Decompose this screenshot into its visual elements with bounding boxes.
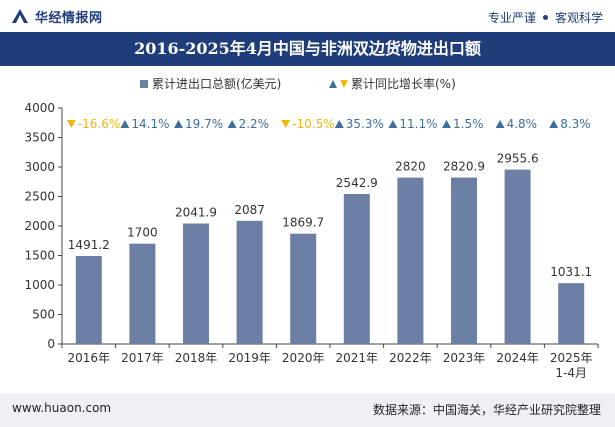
x-tick-label: 2020年 — [282, 351, 325, 365]
brand-name: 华经情报网 — [35, 11, 103, 26]
tag-separator-dot — [542, 15, 548, 20]
x-tick-label: 2016年 — [68, 351, 111, 365]
rate-label: 11.1% — [399, 117, 437, 131]
legend-down-triangle-icon — [340, 80, 348, 88]
y-tick-label: 3000 — [24, 160, 55, 174]
title-bar — [0, 32, 615, 66]
x-tick-label: 2023年 — [443, 351, 486, 365]
y-tick-label: 2500 — [24, 190, 55, 204]
footer-bar — [0, 393, 615, 427]
bar-value-label: 1491.2 — [68, 238, 110, 252]
bar-value-label: 1700 — [127, 226, 158, 240]
rate-up-triangle-icon — [388, 120, 398, 128]
y-tick-label: 2000 — [24, 219, 55, 233]
bar — [129, 243, 156, 344]
x-tick-label: 2018年 — [175, 351, 218, 365]
rate-label: -10.5% — [292, 117, 334, 131]
rate-up-triangle-icon — [120, 120, 130, 128]
y-tick-label: 1500 — [24, 249, 55, 263]
bar — [343, 193, 370, 344]
brand: 华经情报网 — [10, 7, 103, 26]
legend-label-total: 累计进出口总额(亿美元) — [152, 76, 281, 91]
footer-site: www.huaon.com — [12, 401, 112, 415]
x-tick-label: 2017年 — [121, 351, 164, 365]
huajing-logo-icon — [12, 9, 28, 23]
y-tick-label: 1000 — [24, 278, 55, 292]
bar-chart: 累计进出口总额(亿美元) 累计同比增长率(%) 0 500 1000 1500 2000 25… — [24, 76, 599, 380]
bar-value-label: 2041.9 — [175, 206, 217, 220]
rate-label: 8.3% — [560, 117, 591, 131]
x-tick-label: 2019年 — [228, 351, 271, 365]
footer-source: 数据来源：中国海关，华经产业研究院整理 — [372, 403, 601, 417]
rate-label: 35.3% — [346, 117, 384, 131]
rate-down-triangle-icon — [66, 120, 76, 128]
bar-value-label: 2542.9 — [336, 176, 378, 190]
y-tick-label: 500 — [32, 308, 55, 322]
legend-label-rate: 累计同比增长率(%) — [351, 76, 456, 91]
bar — [183, 223, 209, 344]
y-tick-label: 3500 — [24, 131, 55, 145]
rate-up-triangle-icon — [442, 120, 451, 128]
top-bar: 华经情报网 专业严谨 客观科学 — [0, 0, 615, 32]
rate-up-triangle-icon — [495, 120, 505, 128]
bar-value-label: 1869.7 — [282, 216, 324, 230]
rate-label: 4.8% — [507, 117, 537, 131]
legend-up-triangle-icon — [329, 80, 337, 88]
tag-objective: 客观科学 — [554, 11, 603, 25]
rate-label: 1.5% — [453, 117, 484, 131]
rate-label: 14.1% — [131, 117, 169, 131]
legend-swatch-total — [140, 80, 148, 88]
y-tick-label: 4000 — [24, 101, 55, 115]
header-tags: 专业严谨 客观科学 — [488, 9, 603, 26]
bar — [75, 256, 102, 344]
x-tick-label: 2021年 — [336, 351, 379, 365]
bar-value-label: 1031.1 — [550, 265, 592, 279]
bar — [504, 169, 531, 344]
rate-label: 2.2% — [239, 117, 270, 131]
bar — [397, 177, 424, 344]
rate-down-triangle-icon — [281, 120, 291, 128]
rate-label: -16.6% — [78, 117, 120, 131]
bar — [290, 233, 317, 344]
rate-up-triangle-icon — [174, 120, 183, 128]
y-tick-label: 0 — [47, 337, 55, 351]
x-tick-label: 2022年 — [389, 351, 432, 365]
bar-value-label: 2820 — [395, 160, 426, 174]
rate-up-triangle-icon — [334, 120, 344, 128]
x-tick-label: 2024年 — [496, 351, 539, 365]
x-tick-label: 1-4月 — [555, 366, 587, 380]
chart-title: 2016-2025年4月中国与非洲双边货物进出口额 — [134, 39, 481, 58]
bar-value-label: 2820.9 — [443, 160, 485, 174]
rate-up-triangle-icon — [227, 120, 237, 128]
bar — [558, 283, 585, 344]
x-tick-label: 2025年 — [550, 351, 593, 365]
tag-professional: 专业严谨 — [487, 11, 536, 25]
bar — [236, 220, 263, 344]
rate-up-triangle-icon — [549, 120, 559, 128]
bar-value-label: 2955.6 — [497, 152, 539, 166]
bar-value-label: 2087 — [234, 203, 265, 217]
rate-label: 19.7% — [185, 117, 223, 131]
bar — [451, 177, 477, 344]
